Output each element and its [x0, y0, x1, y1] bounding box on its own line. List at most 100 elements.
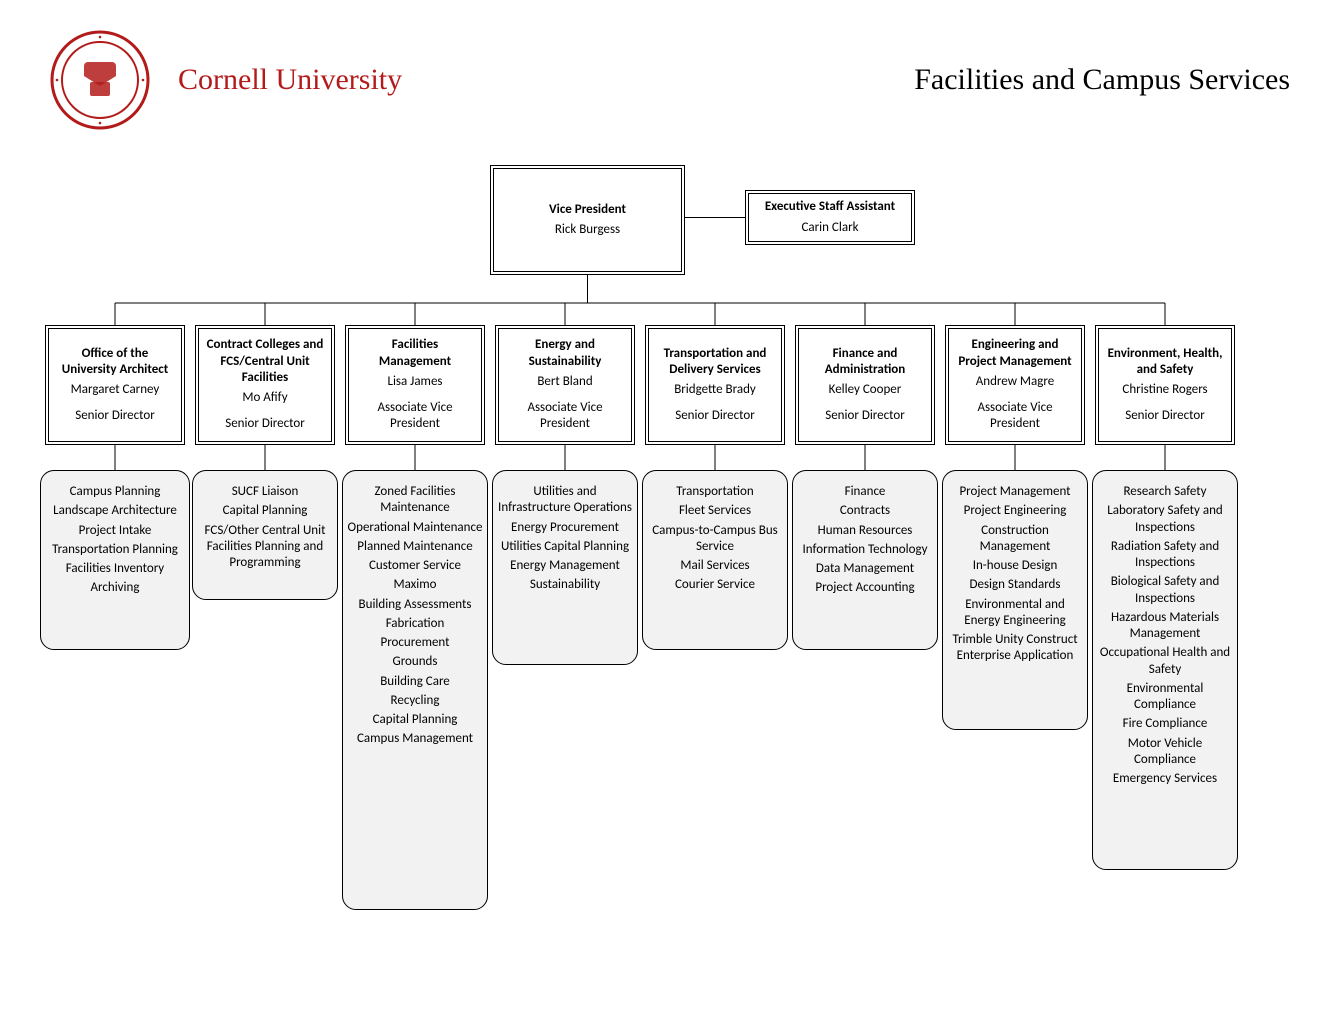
- org-box-name: Bert Bland: [537, 374, 592, 390]
- org-function-item: Information Technology: [797, 542, 933, 558]
- org-box-role: Associate Vice President: [505, 400, 625, 433]
- page: Cornell University Facilities and Campus…: [0, 0, 1342, 1025]
- org-function-item: Sustainability: [497, 577, 633, 593]
- org-function-item: Capital Planning: [347, 712, 483, 728]
- org-box-title: Vice President: [549, 202, 626, 218]
- org-function-item: Operational Maintenance: [347, 520, 483, 536]
- org-box-name: Christine Rogers: [1122, 382, 1207, 398]
- org-box-tds: Transportation and Delivery Services Brid…: [645, 325, 785, 445]
- org-box-title: Transportation and Delivery Services: [655, 346, 775, 379]
- org-box-role: Senior Director: [675, 408, 755, 424]
- org-box-title: Engineering and Project Management: [955, 337, 1075, 370]
- org-function-item: Contracts: [797, 503, 933, 519]
- org-box-ehs: Environment, Health, and SafetyChristine…: [1095, 325, 1235, 445]
- org-functions-epm: Project ManagementProject EngineeringCon…: [942, 470, 1088, 730]
- org-box-title: Office of the University Architect: [55, 346, 175, 379]
- org-function-item: Project Engineering: [947, 503, 1083, 519]
- org-functions-es: Utilities and Infrastructure Operations E…: [492, 470, 638, 665]
- org-function-item: Fire Compliance: [1097, 716, 1233, 732]
- org-box-name: Mo Afify: [242, 390, 287, 406]
- org-function-item: Occupational Health and Safety: [1097, 645, 1233, 678]
- org-function-item: Human Resources: [797, 523, 933, 539]
- org-functions-fm: Zoned Facilities Maintenance Operational …: [342, 470, 488, 910]
- org-box-oua: Office of the University Architect Margar…: [45, 325, 185, 445]
- org-function-item: Hazardous Materials Management: [1097, 610, 1233, 643]
- org-function-item: Transportation: [647, 484, 783, 500]
- cornell-seal-icon: [50, 30, 150, 130]
- org-function-item: Capital Planning: [197, 503, 333, 519]
- org-function-item: Building Care: [347, 674, 483, 690]
- org-function-item: Motor Vehicle Compliance: [1097, 736, 1233, 769]
- org-functions-fa: Finance Contracts Human Resources Informati…: [792, 470, 938, 650]
- org-function-item: Facilities Inventory: [45, 561, 185, 577]
- org-name: Cornell University: [178, 63, 402, 97]
- org-box-name: Lisa James: [387, 374, 442, 390]
- org-function-item: Landscape Architecture: [45, 503, 185, 519]
- org-function-item: Courier Service: [647, 577, 783, 593]
- org-function-item: Recycling: [347, 693, 483, 709]
- org-function-item: Procurement: [347, 635, 483, 651]
- org-box-role: Senior Director: [825, 408, 905, 424]
- org-box-role: Associate Vice President: [955, 400, 1075, 433]
- org-function-item: Environmental Compliance: [1097, 681, 1233, 714]
- org-function-item: Project Accounting: [797, 580, 933, 596]
- org-function-item: Data Management: [797, 561, 933, 577]
- org-function-item: Building Assessments: [347, 597, 483, 613]
- org-box-name: Carin Clark: [801, 220, 858, 236]
- org-box-fa: Finance and Administration Kelley Cooper S…: [795, 325, 935, 445]
- org-function-item: Fabrication: [347, 616, 483, 632]
- org-function-item: Construction Management: [947, 523, 1083, 556]
- org-functions-tds: Transportation Fleet Services Campus-to-Ca…: [642, 470, 788, 650]
- org-box-name: Margaret Carney: [71, 382, 160, 398]
- org-function-item: Fleet Services: [647, 503, 783, 519]
- org-function-item: SUCF Liaison: [197, 484, 333, 500]
- org-box-role: Senior Director: [225, 416, 305, 432]
- org-function-item: Energy Management: [497, 558, 633, 574]
- org-box-name: Kelley Cooper: [829, 382, 902, 398]
- org-function-item: Research Safety: [1097, 484, 1233, 500]
- org-function-item: Trimble Unity Construct Enterprise Appli…: [947, 632, 1083, 665]
- org-function-item: Finance: [797, 484, 933, 500]
- org-box-title: Contract Colleges and FCS/Central Unit F…: [205, 337, 325, 386]
- org-box-es: Energy and Sustainability Bert Bland Assoc…: [495, 325, 635, 445]
- org-box-title: Facilities Management: [355, 337, 475, 370]
- org-function-item: Energy Procurement: [497, 520, 633, 536]
- org-function-item: Campus-to-Campus Bus Service: [647, 523, 783, 556]
- org-function-item: Transportation Planning: [45, 542, 185, 558]
- org-box-vp: Vice President Rick Burgess: [490, 165, 685, 275]
- page-header: Cornell University Facilities and Campus…: [50, 30, 1290, 130]
- org-box-epm: Engineering and Project Management Andrew…: [945, 325, 1085, 445]
- org-functions-oua: Campus PlanningLandscape ArchitecturePro…: [40, 470, 190, 650]
- org-function-item: Grounds: [347, 654, 483, 670]
- org-function-item: Zoned Facilities Maintenance: [347, 484, 483, 517]
- org-function-item: Customer Service: [347, 558, 483, 574]
- org-function-item: Environmental and Energy Engineering: [947, 597, 1083, 630]
- org-box-fm: Facilities Management Lisa James Associate…: [345, 325, 485, 445]
- org-function-item: Utilities and Infrastructure Operations: [497, 484, 633, 517]
- org-function-item: In-house Design: [947, 558, 1083, 574]
- org-box-name: Rick Burgess: [555, 222, 620, 238]
- org-box-title: Finance and Administration: [805, 346, 925, 379]
- org-box-assistant: Executive Staff Assistant Carin Clark: [745, 190, 915, 245]
- org-box-role: Senior Director: [75, 408, 155, 424]
- org-box-ccf: Contract Colleges and FCS/Central Unit F…: [195, 325, 335, 445]
- org-box-name: Bridgette Brady: [674, 382, 756, 398]
- org-box-role: Senior Director: [1125, 408, 1205, 424]
- org-functions-ehs: Research Safety Laboratory Safety and Ins…: [1092, 470, 1238, 870]
- org-function-item: Radiation Safety and Inspections: [1097, 539, 1233, 572]
- org-function-item: Laboratory Safety and Inspections: [1097, 503, 1233, 536]
- org-function-item: Planned Maintenance: [347, 539, 483, 555]
- org-box-title: Executive Staff Assistant: [765, 199, 895, 215]
- org-function-item: Archiving: [45, 580, 185, 596]
- org-function-item: Utilities Capital Planning: [497, 539, 633, 555]
- org-box-role: Associate Vice President: [355, 400, 475, 433]
- org-function-item: Mail Services: [647, 558, 783, 574]
- org-function-item: Biological Safety and Inspections: [1097, 574, 1233, 607]
- org-function-item: FCS/Other Central Unit Facilities Planni…: [197, 523, 333, 572]
- org-functions-ccf: SUCF Liaison Capital Planning FCS/Other Ce…: [192, 470, 338, 600]
- org-function-item: Campus Planning: [45, 484, 185, 500]
- org-box-name: Andrew Magre: [976, 374, 1054, 390]
- org-function-item: Emergency Services: [1097, 771, 1233, 787]
- org-box-title: Energy and Sustainability: [505, 337, 625, 370]
- org-function-item: Design Standards: [947, 577, 1083, 593]
